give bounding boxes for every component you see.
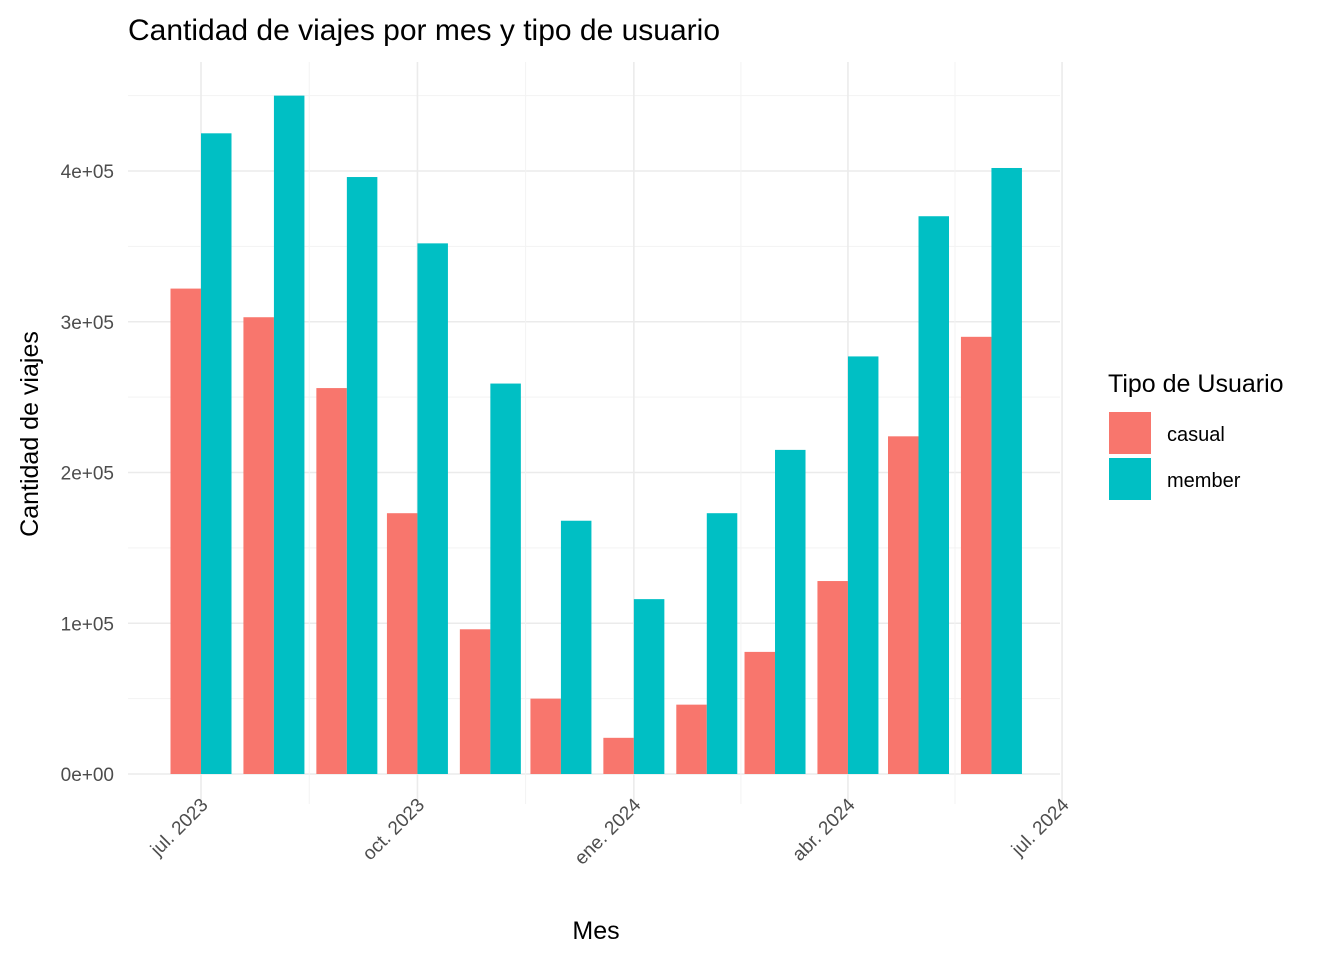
y-axis-title: Cantidad de viajes [16,331,44,537]
bar-member [706,513,738,774]
x-tick-label: jul. 2024 [1007,794,1074,861]
x-tick-label: ene. 2024 [571,794,646,869]
legend-swatch-casual [1109,412,1151,454]
x-axis-title: Mes [572,917,619,945]
bar-casual [459,629,491,774]
bar-member [273,95,305,775]
bar-casual [744,651,776,774]
bar-casual [888,436,919,774]
y-tick-label: 1e+05 [61,614,114,635]
x-tick-label: abr. 2024 [789,794,860,865]
bar-casual [676,704,707,774]
bar-casual [170,288,201,774]
y-tick-label: 0e+00 [61,765,114,786]
y-axis-ticks: 0e+00 1e+05 2e+05 3e+05 4e+05 [61,162,114,786]
bar-casual [530,698,561,775]
bar-casual [243,317,274,774]
bar-member [775,449,806,774]
y-tick-label: 2e+05 [61,464,114,485]
x-tick-label: jul. 2023 [146,795,212,861]
legend-swatch-member [1109,458,1151,500]
x-axis-ticks: jul. 2023 oct. 2023 ene. 2024 abr. 2024 jul.… [146,794,1074,869]
bar-member [918,216,950,775]
bar-member [633,599,665,774]
legend-title: Tipo de Usuario [1108,370,1284,398]
y-tick-label: 3e+05 [61,313,114,334]
legend: Tipo de Usuario casual member [1108,370,1284,500]
x-tick-label: oct. 2023 [359,795,429,865]
y-tick-label: 4e+05 [61,162,114,183]
bar-member [560,520,592,774]
bar-member [346,177,378,774]
bar-casual [603,737,634,774]
bar-casual [817,581,848,774]
chart-title: Cantidad de viajes por mes y tipo de usu… [128,14,720,47]
bar-member [417,243,448,775]
bar-member [991,167,1022,775]
bar-member [490,383,521,774]
legend-items: casual member [1109,412,1241,500]
bars [170,95,1022,775]
bar-casual [960,336,992,774]
bar-casual [386,513,418,774]
bar-member [847,356,879,774]
bar-casual [316,388,347,774]
legend-label-member: member [1167,470,1241,492]
legend-label-casual: casual [1167,424,1225,446]
bar-member [201,133,232,774]
